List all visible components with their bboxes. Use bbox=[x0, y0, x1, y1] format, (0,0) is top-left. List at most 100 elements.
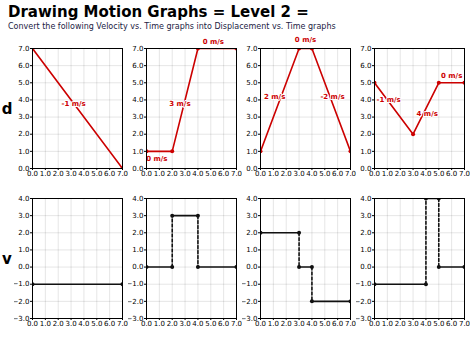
svg-text:0.0: 0.0 bbox=[27, 320, 38, 328]
svg-text:4.0: 4.0 bbox=[246, 195, 257, 203]
svg-text:1.0: 1.0 bbox=[268, 170, 279, 178]
svg-text:2.0: 2.0 bbox=[246, 229, 257, 237]
svg-text:2.0: 2.0 bbox=[360, 130, 371, 138]
svg-text:5.0: 5.0 bbox=[319, 170, 330, 178]
svg-text:1.0: 1.0 bbox=[246, 148, 257, 156]
svg-text:6.0: 6.0 bbox=[332, 170, 343, 178]
svg-text:−2.0: −2.0 bbox=[356, 298, 372, 306]
svg-text:3.0: 3.0 bbox=[246, 212, 257, 220]
svg-text:3.0: 3.0 bbox=[408, 320, 419, 328]
svg-text:1.0: 1.0 bbox=[18, 246, 29, 254]
svg-text:7.0: 7.0 bbox=[231, 320, 242, 328]
svg-text:−1.0: −1.0 bbox=[356, 280, 372, 288]
svg-text:2.0: 2.0 bbox=[53, 170, 64, 178]
svg-text:2.0: 2.0 bbox=[18, 229, 29, 237]
svg-text:4.0: 4.0 bbox=[18, 96, 29, 104]
svg-text:5.0: 5.0 bbox=[319, 320, 330, 328]
svg-text:3.0: 3.0 bbox=[66, 170, 77, 178]
svg-text:6.0: 6.0 bbox=[360, 62, 371, 70]
svg-text:1.0: 1.0 bbox=[154, 320, 165, 328]
svg-text:6.0: 6.0 bbox=[446, 320, 457, 328]
svg-text:4.0: 4.0 bbox=[78, 170, 89, 178]
svg-text:3.0: 3.0 bbox=[18, 113, 29, 121]
svg-text:3.0: 3.0 bbox=[294, 170, 305, 178]
svg-text:7.0: 7.0 bbox=[231, 170, 242, 178]
svg-text:4.0: 4.0 bbox=[132, 96, 143, 104]
svg-text:0.0: 0.0 bbox=[255, 170, 266, 178]
svg-text:−2.0: −2.0 bbox=[242, 298, 258, 306]
svg-text:0.0: 0.0 bbox=[18, 263, 29, 271]
svg-text:5.0: 5.0 bbox=[91, 320, 102, 328]
svg-text:6.0: 6.0 bbox=[332, 320, 343, 328]
svg-text:0 m/s: 0 m/s bbox=[295, 36, 316, 44]
svg-text:3.0: 3.0 bbox=[360, 212, 371, 220]
svg-text:4.0: 4.0 bbox=[132, 195, 143, 203]
svg-text:7.0: 7.0 bbox=[459, 320, 470, 328]
svg-text:6.0: 6.0 bbox=[18, 62, 29, 70]
svg-text:5.0: 5.0 bbox=[246, 79, 257, 87]
svg-text:5.0: 5.0 bbox=[91, 170, 102, 178]
svg-text:7.0: 7.0 bbox=[345, 170, 356, 178]
svg-text:−2.0: −2.0 bbox=[14, 298, 30, 306]
svg-text:3.0: 3.0 bbox=[246, 113, 257, 121]
svg-text:0.0: 0.0 bbox=[255, 320, 266, 328]
svg-text:2.0: 2.0 bbox=[53, 320, 64, 328]
svg-text:4.0: 4.0 bbox=[420, 170, 431, 178]
svg-text:1.0: 1.0 bbox=[154, 170, 165, 178]
svg-text:3.0: 3.0 bbox=[180, 320, 191, 328]
svg-text:-1 m/s: -1 m/s bbox=[62, 100, 86, 108]
svg-text:1.0: 1.0 bbox=[360, 246, 371, 254]
svg-text:1.0: 1.0 bbox=[382, 320, 393, 328]
svg-text:3 m/s: 3 m/s bbox=[169, 100, 190, 108]
svg-text:4 m/s: 4 m/s bbox=[417, 110, 438, 118]
svg-text:3.0: 3.0 bbox=[132, 113, 143, 121]
svg-text:0.0: 0.0 bbox=[27, 170, 38, 178]
svg-text:2 m/s: 2 m/s bbox=[264, 93, 285, 101]
svg-text:1.0: 1.0 bbox=[18, 148, 29, 156]
svg-text:-2 m/s: -2 m/s bbox=[320, 93, 344, 101]
svg-text:4.0: 4.0 bbox=[192, 170, 203, 178]
svg-text:4.0: 4.0 bbox=[360, 195, 371, 203]
svg-text:1.0: 1.0 bbox=[382, 170, 393, 178]
svg-text:1.0: 1.0 bbox=[132, 246, 143, 254]
svg-text:2.0: 2.0 bbox=[246, 130, 257, 138]
svg-text:2.0: 2.0 bbox=[281, 320, 292, 328]
svg-text:1.0: 1.0 bbox=[360, 148, 371, 156]
svg-text:6.0: 6.0 bbox=[104, 170, 115, 178]
svg-text:0 m/s: 0 m/s bbox=[146, 155, 167, 163]
svg-text:3.0: 3.0 bbox=[180, 170, 191, 178]
svg-text:5.0: 5.0 bbox=[132, 79, 143, 87]
svg-text:1.0: 1.0 bbox=[268, 320, 279, 328]
svg-text:4.0: 4.0 bbox=[420, 320, 431, 328]
svg-text:5.0: 5.0 bbox=[360, 79, 371, 87]
svg-text:−2.0: −2.0 bbox=[128, 298, 144, 306]
svg-text:7.0: 7.0 bbox=[132, 45, 143, 53]
svg-text:6.0: 6.0 bbox=[246, 62, 257, 70]
svg-text:-1 m/s: -1 m/s bbox=[377, 96, 401, 104]
svg-text:0 m/s: 0 m/s bbox=[441, 72, 462, 80]
svg-text:0.0: 0.0 bbox=[360, 263, 371, 271]
svg-text:7.0: 7.0 bbox=[18, 45, 29, 53]
svg-text:1.0: 1.0 bbox=[246, 246, 257, 254]
svg-text:2.0: 2.0 bbox=[281, 170, 292, 178]
svg-text:6.0: 6.0 bbox=[218, 320, 229, 328]
svg-text:6.0: 6.0 bbox=[446, 170, 457, 178]
svg-text:3.0: 3.0 bbox=[66, 320, 77, 328]
svg-text:−1.0: −1.0 bbox=[128, 280, 144, 288]
svg-text:5.0: 5.0 bbox=[205, 320, 216, 328]
svg-text:7.0: 7.0 bbox=[459, 170, 470, 178]
svg-text:6.0: 6.0 bbox=[104, 320, 115, 328]
svg-text:6.0: 6.0 bbox=[218, 170, 229, 178]
svg-text:0.0: 0.0 bbox=[246, 263, 257, 271]
svg-text:4.0: 4.0 bbox=[246, 96, 257, 104]
svg-text:1.0: 1.0 bbox=[40, 170, 51, 178]
svg-text:1.0: 1.0 bbox=[40, 320, 51, 328]
svg-text:3.0: 3.0 bbox=[18, 212, 29, 220]
svg-text:3.0: 3.0 bbox=[132, 212, 143, 220]
svg-text:7.0: 7.0 bbox=[117, 320, 128, 328]
svg-text:4.0: 4.0 bbox=[18, 195, 29, 203]
svg-text:−1.0: −1.0 bbox=[242, 280, 258, 288]
svg-text:7.0: 7.0 bbox=[360, 45, 371, 53]
svg-text:2.0: 2.0 bbox=[395, 320, 406, 328]
svg-text:4.0: 4.0 bbox=[192, 320, 203, 328]
